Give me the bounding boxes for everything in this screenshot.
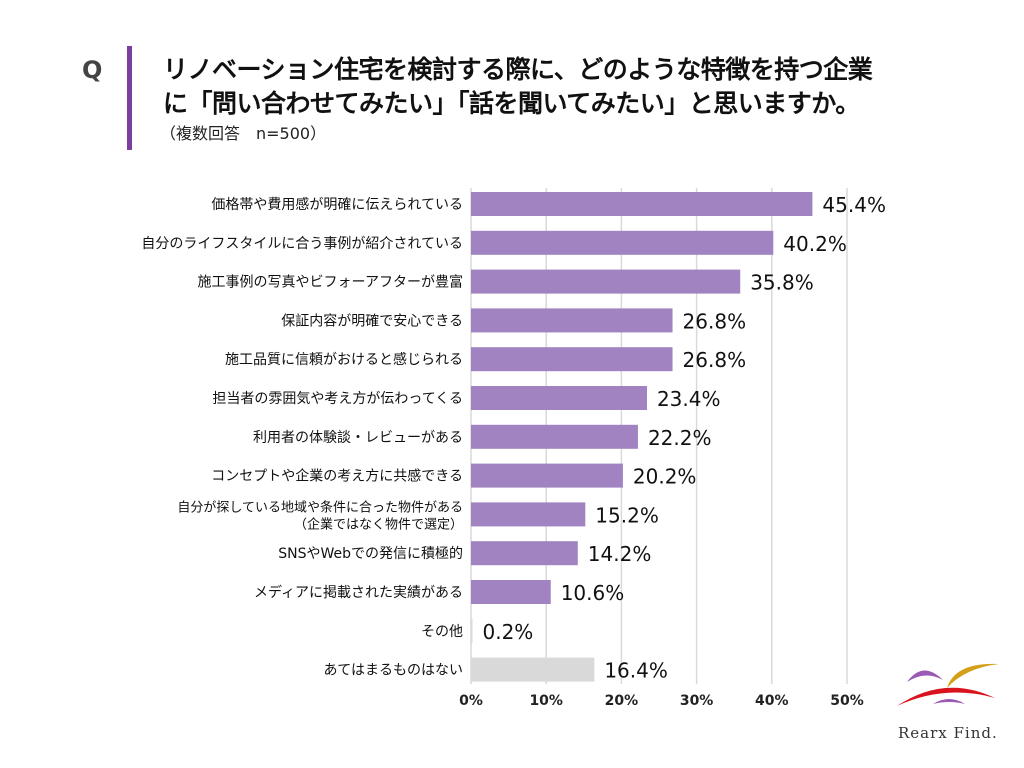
category-label: 施工品質に信頼がおけると感じられる (225, 351, 463, 368)
data-label: 0.2% (483, 620, 534, 644)
data-label: 22.2% (648, 426, 712, 450)
category-label: 担当者の雰囲気や考え方が伝わってくる (212, 391, 463, 407)
category-label: 保証内容が明確で安心できる (281, 312, 463, 329)
data-label: 10.6% (561, 581, 625, 605)
logo-text: Rearx Find. (898, 724, 998, 742)
category-label: その他 (421, 624, 463, 640)
title-line-2: に「問い合わせてみたい」「話を聞いてみたい」と思いますか。 (163, 89, 860, 118)
bar (471, 424, 638, 449)
title-line-1: リノベーション住宅を検討する際に、どのような特徴を持つ企業 (163, 55, 873, 84)
data-label: 14.2% (588, 542, 652, 566)
category-label: 価格帯や費用感が明確に伝えられている (211, 196, 463, 213)
bar (471, 502, 586, 527)
category-label: あてはまるものはない (324, 663, 463, 679)
x-tick-label: 40% (755, 693, 789, 709)
data-label: 35.8% (750, 271, 814, 295)
data-label: 16.4% (604, 659, 668, 683)
data-label: 26.8% (683, 348, 747, 372)
logo-mark (897, 663, 999, 706)
bar (471, 580, 551, 604)
data-label: 40.2% (783, 232, 847, 256)
bar (471, 386, 647, 410)
question-mark: Q (82, 56, 103, 84)
bar (471, 657, 595, 682)
x-tick-label: 20% (605, 693, 639, 709)
category-label: 利用者の体験談・レビューがある (253, 430, 463, 446)
category-label: （企業ではなく物件で選定） (294, 516, 463, 532)
category-label: 自分のライフスタイルに合う事例が紹介されている (141, 236, 463, 252)
data-label: 26.8% (683, 309, 747, 333)
bar (471, 347, 673, 372)
data-label: 20.2% (633, 465, 697, 489)
bar (471, 269, 741, 294)
data-label: 45.4% (822, 193, 886, 217)
category-label: SNSやWebでの発信に積極的 (278, 546, 463, 562)
bar (471, 192, 813, 216)
bar (471, 308, 673, 333)
x-tick-label: 50% (830, 693, 864, 709)
category-label: 施工事例の写真やビフォーアフターが豊富 (198, 274, 463, 291)
data-label: 23.4% (657, 387, 721, 411)
accent-bar (127, 46, 132, 150)
category-label: メディアに掲載された実績がある (254, 584, 463, 601)
category-label: コンセプトや企業の考え方に共感できる (211, 468, 463, 485)
subtitle: （複数回答 n=500） (160, 124, 327, 143)
x-tick-label: 0% (459, 693, 483, 709)
bar (471, 541, 578, 566)
x-tick-label: 10% (529, 693, 563, 709)
bar (471, 230, 774, 255)
bar (471, 618, 473, 643)
category-label: 自分が探している地域や条件に合った物件がある (177, 499, 463, 515)
data-label: 15.2% (595, 503, 659, 527)
x-tick-label: 30% (680, 693, 714, 709)
bar (471, 463, 623, 488)
